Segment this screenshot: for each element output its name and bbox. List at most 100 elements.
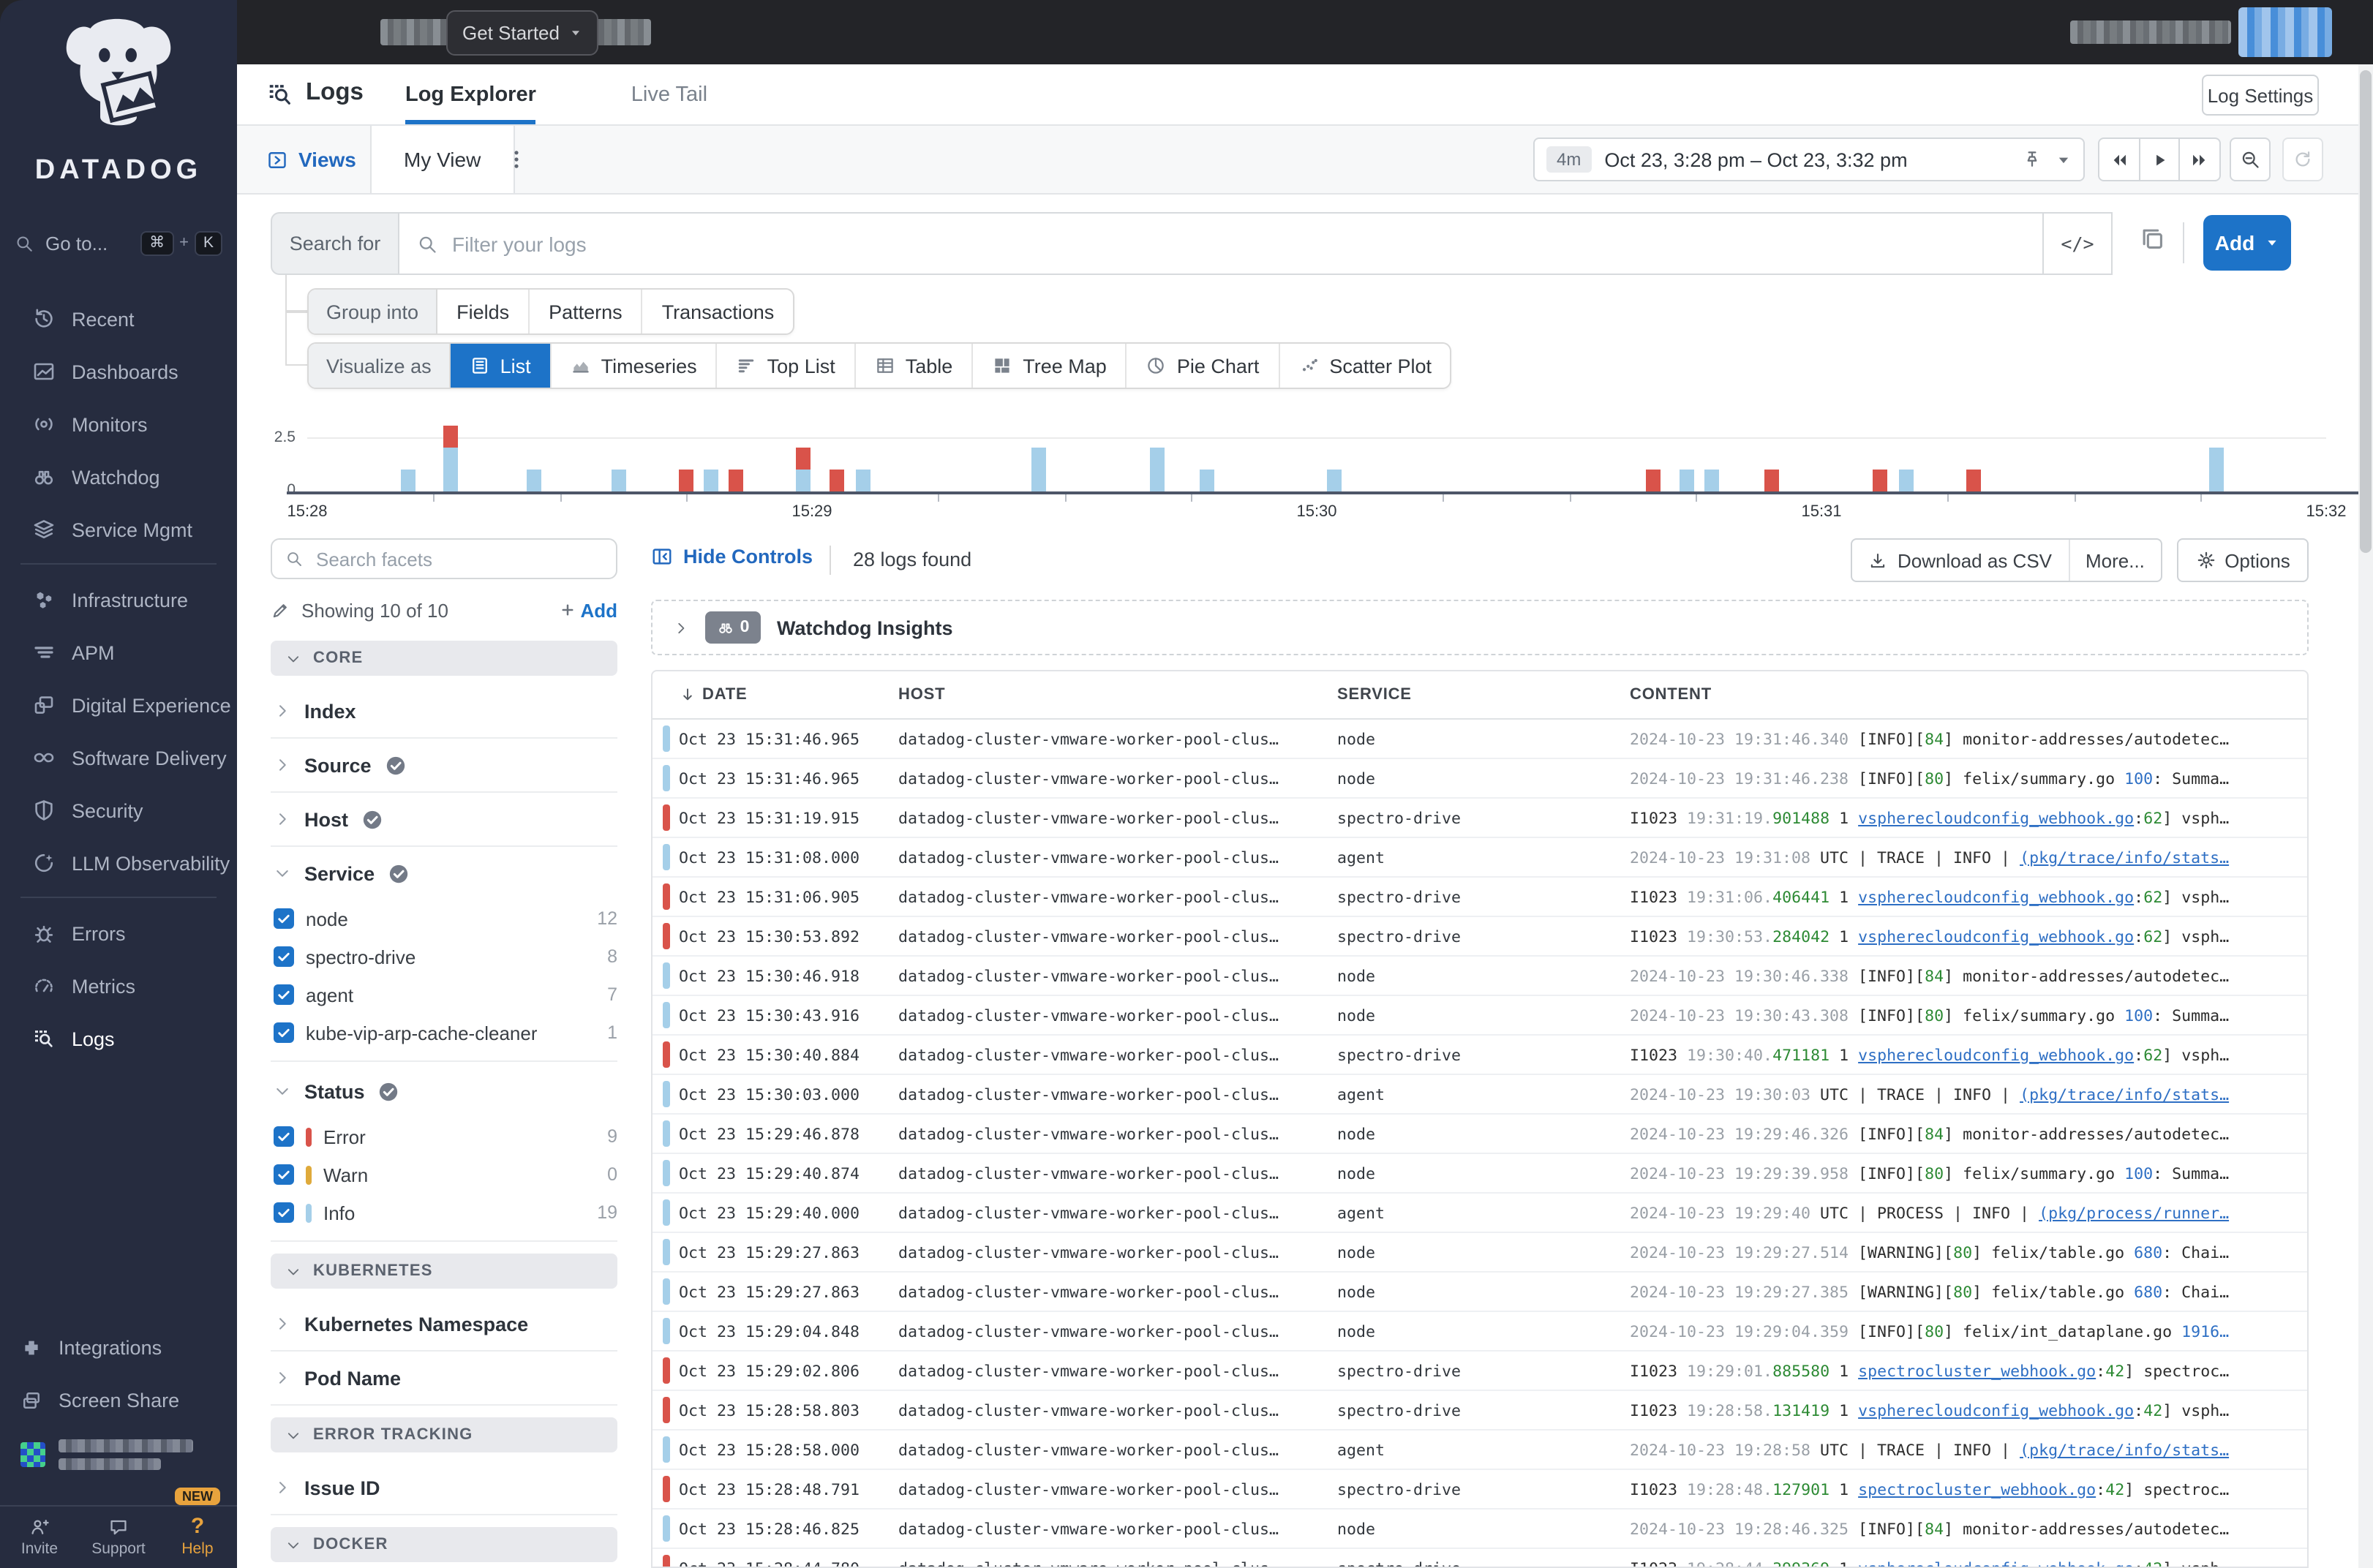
facet-value-row[interactable]: spectro-drive 8 — [271, 938, 617, 976]
group-option-transactions[interactable]: Transactions — [643, 290, 794, 333]
viz-option-scatter-plot[interactable]: Scatter Plot — [1279, 344, 1451, 388]
table-row[interactable]: Oct 23 15:29:27.863 datadog-cluster-vmwar… — [653, 1233, 2307, 1273]
sidebar-item-dashboards[interactable]: Dashboards — [0, 345, 237, 398]
chart-bar-info[interactable] — [1898, 470, 1913, 491]
chart-bar-info[interactable] — [443, 448, 458, 491]
facet-value-row[interactable]: kube-vip-arp-cache-cleaner 1 — [271, 1014, 617, 1052]
sidebar-item-llm-observability[interactable]: LLM Observability — [0, 837, 237, 889]
view-menu-kebab-icon[interactable] — [505, 148, 528, 171]
chart-bar-info[interactable] — [1680, 470, 1694, 491]
viz-option-tree-map[interactable]: Tree Map — [973, 344, 1127, 388]
tab-live-tail[interactable]: Live Tail — [631, 64, 707, 124]
content-link[interactable]: vspherecloudconfig_webhook.go — [1858, 1401, 2135, 1420]
group-option-patterns[interactable]: Patterns — [530, 290, 643, 333]
options-button[interactable]: Options — [2177, 538, 2309, 582]
facet-group-header-kubernetes[interactable]: KUBERNETES — [271, 1254, 617, 1289]
content-link[interactable]: vspherecloudconfig_webhook.go — [1858, 1045, 2135, 1064]
table-row[interactable]: Oct 23 15:30:43.916 datadog-cluster-vmwar… — [653, 996, 2307, 1036]
table-row[interactable]: Oct 23 15:29:46.878 datadog-cluster-vmwar… — [653, 1115, 2307, 1154]
time-range-picker[interactable]: 4m Oct 23, 3:28 pm – Oct 23, 3:32 pm — [1533, 137, 2085, 181]
table-row[interactable]: Oct 23 15:29:02.806 datadog-cluster-vmwar… — [653, 1352, 2307, 1391]
user-account[interactable] — [20, 1428, 225, 1480]
chart-bar-info[interactable] — [527, 470, 542, 491]
sidebar-item-watchdog[interactable]: Watchdog — [0, 451, 237, 503]
viz-option-table[interactable]: Table — [856, 344, 974, 388]
table-row[interactable]: Oct 23 15:29:04.848 datadog-cluster-vmwar… — [653, 1312, 2307, 1352]
sidebar-item-digital-experience[interactable]: Digital Experience — [0, 679, 237, 731]
content-link[interactable]: (pkg/process/runner… — [2039, 1203, 2230, 1222]
facet-value-row[interactable]: Info 19 — [271, 1194, 617, 1232]
viz-option-timeseries[interactable]: Timeseries — [552, 344, 718, 388]
facet-index[interactable]: Index — [271, 685, 617, 739]
time-play-button[interactable] — [2140, 139, 2181, 180]
table-row[interactable]: Oct 23 15:29:40.000 datadog-cluster-vmwar… — [653, 1194, 2307, 1233]
table-row[interactable]: Oct 23 15:30:40.884 datadog-cluster-vmwar… — [653, 1036, 2307, 1075]
sidebar-item-monitors[interactable]: Monitors — [0, 398, 237, 451]
facet-pod-name[interactable]: Pod Name — [271, 1352, 617, 1406]
content-link[interactable]: spectrocluster_webhook.go — [1858, 1361, 2096, 1380]
chart-bar-info[interactable] — [2209, 448, 2225, 491]
log-settings-button[interactable]: Log Settings — [2202, 75, 2319, 116]
views-button[interactable]: Views — [266, 126, 356, 193]
chart-bar-info[interactable] — [1326, 470, 1341, 491]
download-csv-button[interactable]: Download as CSV — [1852, 540, 2069, 581]
content-link[interactable]: spectrocluster_webhook.go — [1858, 1480, 2096, 1499]
chart-bar-info[interactable] — [855, 470, 870, 491]
chart-bar-error[interactable] — [443, 426, 458, 448]
content-link[interactable]: (pkg/trace/info/stats… — [2020, 848, 2230, 867]
footer-support-button[interactable]: Support — [79, 1507, 158, 1568]
table-row[interactable]: Oct 23 15:28:58.000 datadog-cluster-vmwar… — [653, 1431, 2307, 1470]
table-row[interactable]: Oct 23 15:31:19.915 datadog-cluster-vmwar… — [653, 799, 2307, 838]
hide-controls-button[interactable]: Hide Controls — [651, 546, 813, 568]
chart-bar-error[interactable] — [729, 470, 744, 491]
facet-kubernetes-namespace[interactable]: Kubernetes Namespace — [271, 1297, 617, 1352]
time-back-button[interactable] — [2099, 139, 2140, 180]
content-link[interactable]: (pkg/trace/info/stats… — [2020, 1085, 2230, 1104]
checkbox-checked[interactable] — [274, 1164, 294, 1185]
facet-issue-id[interactable]: Issue ID — [271, 1461, 617, 1515]
more-button[interactable]: More... — [2069, 540, 2161, 581]
add-button[interactable]: Add — [2203, 215, 2291, 271]
chart-bar-info[interactable] — [611, 470, 626, 491]
watchdog-insights-row[interactable]: 0 Watchdog Insights — [651, 600, 2309, 655]
search-input[interactable] — [449, 230, 2111, 257]
viz-option-list[interactable]: List — [450, 344, 552, 388]
time-forward-button[interactable] — [2181, 139, 2219, 180]
facet-host[interactable]: Host — [271, 793, 617, 847]
column-header-date[interactable]: DATE — [679, 686, 898, 704]
facet-source[interactable]: Source — [271, 739, 617, 793]
facet-group-header-error-tracking[interactable]: ERROR TRACKING — [271, 1417, 617, 1452]
content-link[interactable]: vspherecloudconfig_webhook.go — [1858, 1558, 2135, 1568]
viz-option-pie-chart[interactable]: Pie Chart — [1127, 344, 1280, 388]
table-row[interactable]: Oct 23 15:31:08.000 datadog-cluster-vmwar… — [653, 838, 2307, 878]
sidebar-item-errors[interactable]: Errors — [0, 907, 237, 960]
sidebar-item-apm[interactable]: APM — [0, 626, 237, 679]
sidebar-item-logs[interactable]: Logs — [0, 1012, 237, 1065]
primary-action-masked[interactable] — [2238, 7, 2332, 57]
zoom-out-button[interactable] — [2230, 137, 2271, 181]
chart-bar-error[interactable] — [1966, 470, 1980, 491]
sidebar-item-recent[interactable]: Recent — [0, 293, 237, 345]
chart-bar-error[interactable] — [1646, 470, 1661, 491]
add-facet-button[interactable]: Add — [560, 599, 617, 621]
facet-value-row[interactable]: agent 7 — [271, 976, 617, 1014]
chart-bar-error[interactable] — [678, 470, 693, 491]
current-view-tab[interactable]: My View — [370, 126, 515, 193]
get-started-button[interactable]: Get Started — [446, 10, 599, 56]
chart-bar-error[interactable] — [1873, 470, 1888, 491]
pencil-icon[interactable] — [271, 600, 290, 619]
footer-help-button[interactable]: NEW? Help — [158, 1488, 237, 1568]
facet-search-input[interactable] — [313, 546, 616, 571]
chart-bar-info[interactable] — [1200, 470, 1215, 491]
scrollbar-thumb[interactable] — [2360, 70, 2372, 553]
pin-icon[interactable] — [2022, 149, 2042, 170]
sidebar-item-service-mgmt[interactable]: Service Mgmt — [0, 503, 237, 556]
table-row[interactable]: Oct 23 15:28:58.803 datadog-cluster-vmwar… — [653, 1391, 2307, 1431]
chart-bar-error[interactable] — [830, 470, 845, 491]
footer-invite-button[interactable]: Invite — [0, 1507, 79, 1568]
facet-group-header-docker[interactable]: DOCKER — [271, 1527, 617, 1562]
chart-bar-info[interactable] — [1031, 448, 1047, 491]
facet-value-row[interactable]: node 12 — [271, 900, 617, 938]
table-row[interactable]: Oct 23 15:28:46.825 datadog-cluster-vmwar… — [653, 1509, 2307, 1549]
facet-value-row[interactable]: Error 9 — [271, 1117, 617, 1156]
